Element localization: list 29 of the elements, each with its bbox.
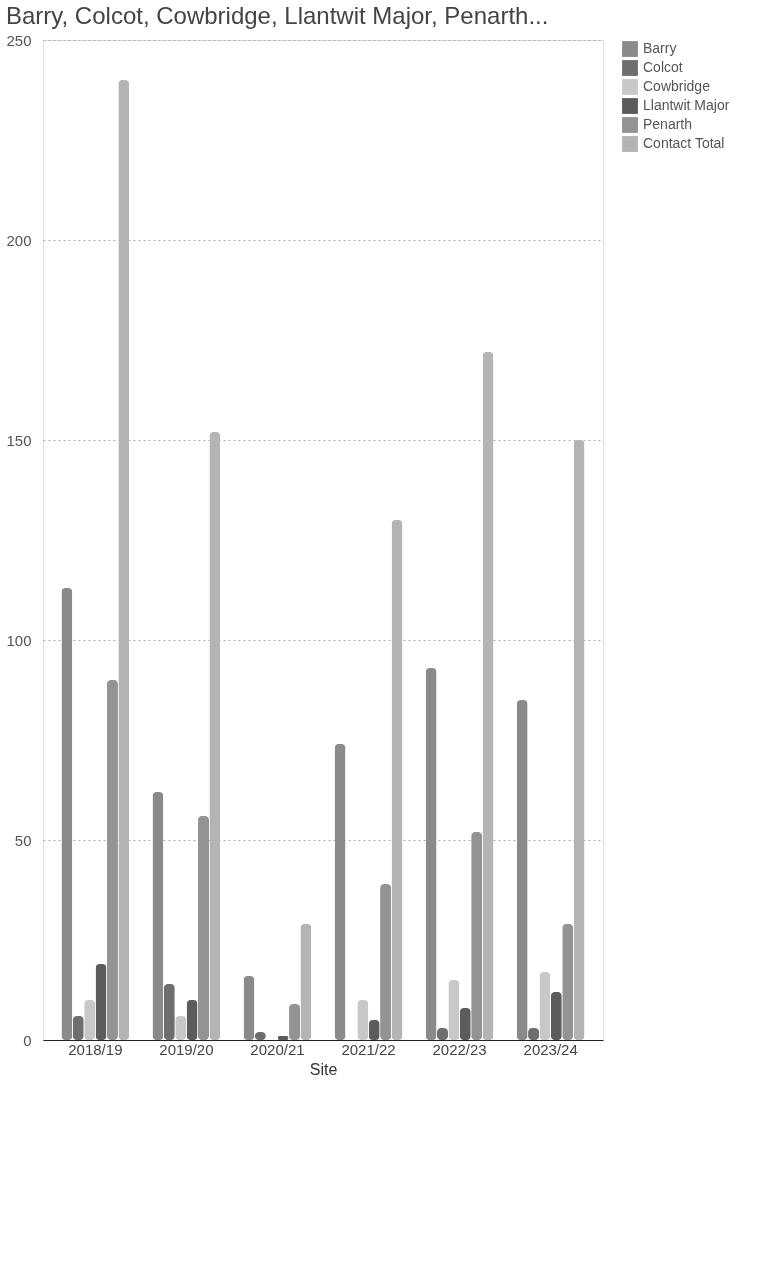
- bar: [197, 816, 209, 1040]
- legend-label: Cowbridge: [643, 78, 711, 94]
- x-tick-label: 2020/21: [250, 1040, 305, 1058]
- legend-label: Llantwit Major: [643, 97, 730, 113]
- bar: [61, 588, 73, 1040]
- y-tick-label: 100: [6, 631, 32, 649]
- x-tick-label: 2022/23: [432, 1040, 487, 1058]
- x-tick-label: 2023/24: [523, 1040, 578, 1058]
- bar: [471, 832, 483, 1040]
- bar: [152, 792, 164, 1040]
- y-tick-label: 50: [14, 831, 32, 849]
- legend-label: Barry: [643, 40, 677, 56]
- bar: [516, 700, 528, 1040]
- x-axis-title: Site: [309, 1060, 338, 1078]
- bar: [425, 668, 437, 1040]
- x-tick-label: 2018/19: [68, 1040, 123, 1058]
- chart-title: Barry, Colcot, Cowbridge, Llantwit Major, Penarth...: [5, 2, 549, 29]
- bar: [106, 680, 118, 1040]
- y-tick-label: 200: [6, 231, 32, 249]
- bar: [334, 744, 346, 1040]
- y-tick-label: 250: [6, 31, 32, 49]
- y-tick-label: 150: [6, 431, 32, 449]
- legend-label: Colcot: [643, 59, 683, 75]
- legend-label: Penarth: [643, 116, 693, 132]
- bar: [380, 884, 392, 1040]
- x-tick-label: 2019/20: [159, 1040, 214, 1058]
- legend-label: Contact Total: [643, 135, 725, 151]
- y-tick-label: 0: [23, 1031, 32, 1049]
- x-tick-label: 2021/22: [341, 1040, 396, 1058]
